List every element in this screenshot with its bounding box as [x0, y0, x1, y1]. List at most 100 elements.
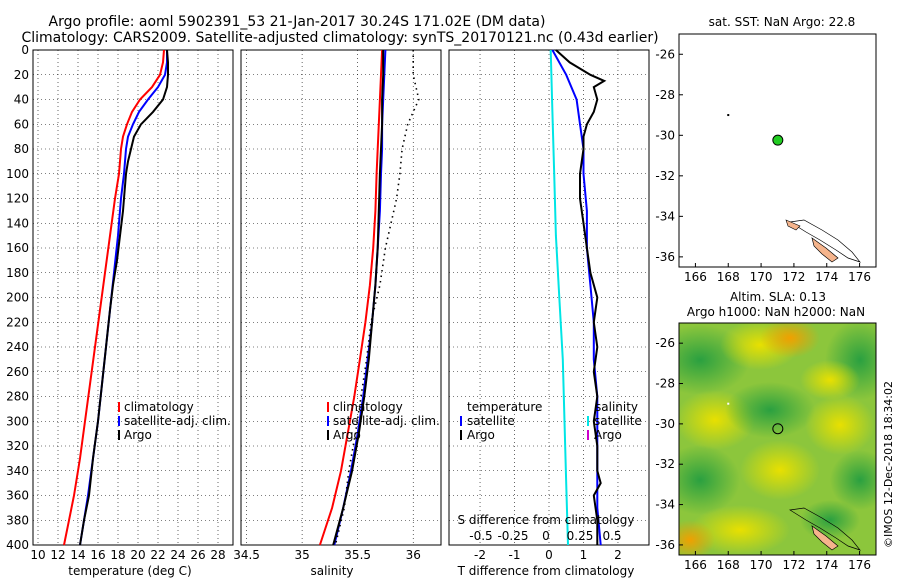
map-y-tick-label: -30: [655, 128, 675, 142]
x-tick-label: 22: [150, 548, 165, 562]
x-tick-label: 14: [70, 548, 85, 562]
map-x-tick-label: 168: [717, 558, 740, 572]
legend-t-satellite: satellite: [467, 414, 515, 428]
salinity-xlabel: salinity: [310, 564, 353, 578]
map-y-tick-label: -28: [655, 377, 675, 391]
x-tick-label: 1: [580, 548, 588, 562]
s-difference-ticks: -0.5 -0.25 0 0.25 0.5: [469, 529, 621, 543]
legend-satellite: satellite-adj. clim.: [124, 414, 231, 428]
sst-map-frame: [678, 33, 877, 268]
depth-tick-label: 80: [14, 142, 29, 156]
watermark: ©IMOS 12-Dec-2018 18:34:02: [882, 381, 895, 548]
x-tick-label: 34.5: [233, 548, 260, 562]
map-y-tick-label: -30: [655, 417, 675, 431]
difference-legend: temperature satellite Argo salinity sate…: [460, 400, 642, 442]
legend-climatology: climatology: [124, 400, 194, 414]
difference-xlabel: T difference from climatology: [457, 564, 635, 578]
depth-tick-label: 0: [21, 43, 29, 57]
sla-map-ticks: 166 168 170 172 174 176 -26 -28 -30 -32 -34 -36: [655, 336, 871, 572]
depth-tick-label: 60: [14, 117, 29, 131]
salinity-legend: climatology satellite-adj. clim. Argo: [327, 400, 440, 442]
map-y-tick-label: -34: [655, 498, 675, 512]
depth-tick-label: 140: [6, 216, 29, 230]
sst-map-markers: [727, 114, 784, 146]
series-argo: [79, 49, 169, 546]
sla-map-coastline: [789, 507, 862, 551]
depth-tick-label: 380: [6, 513, 29, 527]
depth-tick-label: 200: [6, 291, 29, 305]
map-y-tick-label: -26: [655, 47, 675, 61]
map-y-tick-label: -26: [655, 336, 675, 350]
x-tick-label: 2: [614, 548, 622, 562]
x-tick-label: -1: [509, 548, 521, 562]
legend-argo: Argo: [333, 428, 361, 442]
map-x-tick-label: 170: [750, 270, 773, 284]
x-tick-label: 28: [210, 548, 225, 562]
legend-s-argo: Argo: [594, 428, 622, 442]
depth-tick-label: 40: [14, 93, 29, 107]
depth-tick-label: 120: [6, 192, 29, 206]
s-difference-label: S difference from climatology: [458, 513, 635, 527]
depth-tick-label: 340: [6, 464, 29, 478]
s-diff-tick-label: 0.25: [567, 529, 594, 543]
map-x-tick-label: 174: [815, 558, 838, 572]
map-x-tick-label: 166: [684, 558, 707, 572]
legend-temperature-title: temperature: [467, 400, 542, 414]
map-small-marker: [727, 402, 730, 405]
x-tick-label: 18: [110, 548, 125, 562]
sst-map-coastline: [785, 219, 862, 263]
map-x-tick-label: 176: [848, 270, 871, 284]
map-x-tick-label: 172: [782, 558, 805, 572]
depth-tick-label: 180: [6, 266, 29, 280]
sst-map-title: sat. SST: NaN Argo: 22.8: [709, 15, 856, 29]
x-tick-label: 26: [190, 548, 205, 562]
x-tick-label: 12: [50, 548, 65, 562]
title-line-1: Argo profile: aoml 5902391_53 21-Jan-201…: [49, 14, 546, 30]
legend-salinity-title: salinity: [595, 400, 638, 414]
depth-tick-label: 100: [6, 167, 29, 181]
s-diff-tick-label: 0.5: [602, 529, 621, 543]
depth-axis: 0 20 40 60 80 100 120 140 160 180 200 220 240 260 280 3…: [6, 43, 29, 552]
map-x-tick-label: 170: [750, 558, 773, 572]
sla-map-field: [679, 323, 876, 555]
legend-s-satellite: satellite: [594, 414, 642, 428]
x-axes: 10 12 14 16 18 20 22 24 26 28 34.5 35 35.5 36 -2 -1 0 1 2: [30, 548, 621, 562]
sla-map-title-1: Altim. SLA: 0.13: [730, 290, 826, 304]
depth-tick-label: 300: [6, 414, 29, 428]
map-x-tick-label: 172: [782, 270, 805, 284]
legend-satellite: satellite-adj. clim.: [333, 414, 440, 428]
depth-tick-label: 400: [6, 538, 29, 552]
series-layer: [63, 49, 607, 546]
map-y-tick-label: -36: [655, 538, 675, 552]
depth-tick-label: 220: [6, 315, 29, 329]
legend-climatology: climatology: [333, 400, 403, 414]
series-s-satellite: [549, 49, 569, 546]
legend-argo: Argo: [124, 428, 152, 442]
map-y-tick-label: -34: [655, 209, 675, 223]
series-climatology: [63, 49, 165, 546]
x-tick-label: -2: [474, 548, 486, 562]
map-y-tick-label: -32: [655, 169, 675, 183]
depth-tick-label: 360: [6, 489, 29, 503]
float-position-marker: [772, 423, 784, 435]
s-diff-tick-label: -0.5: [469, 529, 492, 543]
map-x-tick-label: 168: [717, 270, 740, 284]
x-tick-label: 10: [30, 548, 45, 562]
sla-map-frame: [678, 322, 877, 556]
temperature-xlabel: temperature (deg C): [68, 564, 191, 578]
depth-tick-label: 260: [6, 365, 29, 379]
temperature-legend: climatology satellite-adj. clim. Argo: [118, 400, 231, 442]
depth-tick-label: 280: [6, 390, 29, 404]
depth-tick-label: 20: [14, 68, 29, 82]
x-tick-label: 0: [545, 548, 553, 562]
series-argo: [332, 50, 385, 546]
map-x-tick-label: 176: [848, 558, 871, 572]
title-line-2: Climatology: CARS2009. Satellite-adjuste…: [21, 30, 658, 46]
x-tick-label: 20: [130, 548, 145, 562]
depth-tick-label: 160: [6, 241, 29, 255]
map-x-tick-label: 174: [815, 270, 838, 284]
s-diff-tick-label: -0.25: [497, 529, 528, 543]
map-y-tick-label: -36: [655, 250, 675, 264]
x-tick-label: 24: [170, 548, 185, 562]
